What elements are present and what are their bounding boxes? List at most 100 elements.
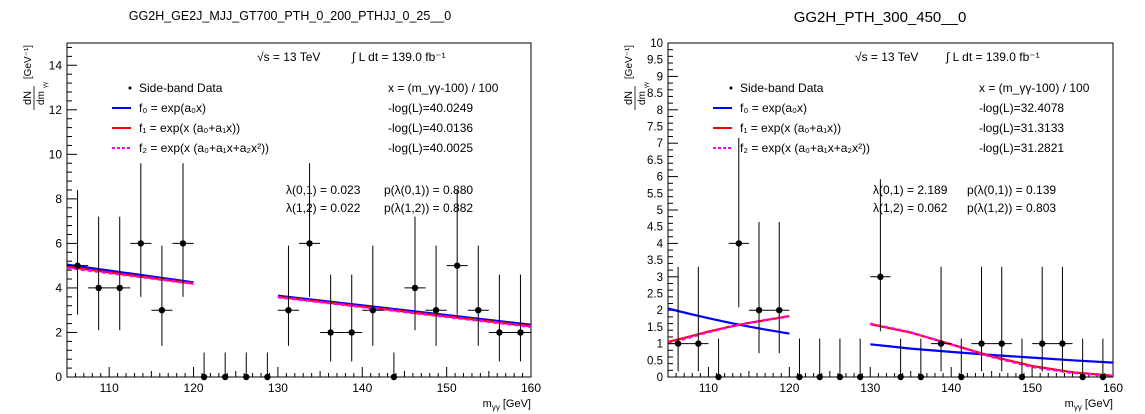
data-point [453,262,461,269]
y-tick-label: 5 [657,205,663,217]
energy-label: √s = 13 TeV [855,50,918,64]
y-tick-label: 2 [657,305,663,317]
data-point [897,373,904,381]
legend-nll: -log(L)=31.2821 [979,141,1064,155]
data-point [695,340,702,347]
fit-curve-f0-segment-0 [66,263,194,284]
data-point [816,373,823,381]
y-tick-label: 9 [657,71,663,83]
y-tick-label: 8 [657,105,663,117]
y-tick-label: 8.5 [647,88,663,100]
data-point [327,329,334,336]
legend-nll: -log(L)=32.4078 [979,101,1064,115]
data-point [95,284,102,292]
fit-curve-f1-segment-0 [667,315,790,343]
y-tick-label: 6 [55,236,62,250]
fit-curve-f2-segment-0 [66,266,194,285]
y-tick-label: 1.5 [647,322,663,334]
legend-nll: -log(L)=40.0025 [388,141,473,155]
data-point [390,373,398,381]
y-tick-label: 12 [49,103,63,117]
legend-nll: x = (m_γγ-100) / 100 [388,81,499,95]
legend-label: f₀ = exp(a₀x) [139,101,206,115]
data-point [137,240,145,247]
data-point [496,329,503,336]
legend-label: f₀ = exp(a₀x) [740,101,807,115]
data-point [243,373,250,381]
data-point [674,340,682,347]
data-point [432,307,440,314]
data-point [958,373,965,381]
energy-label: √s = 13 TeV [257,50,320,64]
data-point [411,284,419,292]
data-point [715,373,722,381]
y-axis-label-unit: [GeV⁻¹] [23,45,34,79]
chart-0: GG2H_GE2J_MJJ_GT700_PTH_0_200_PTHJJ_0_25… [22,9,541,412]
fit-curve-f0-segment-0 [667,307,790,335]
x-tick-label: 160 [1103,381,1123,395]
data-point [796,373,803,381]
data-point [1059,340,1066,347]
data-point [158,307,166,314]
legend-label: Side-band Data [139,81,223,95]
data-point [1039,340,1046,347]
y-tick-label: 4 [55,281,62,295]
y-tick-label: 14 [49,58,63,72]
y-axis-label-unit: [GeV⁻¹] [624,45,635,79]
data-point [306,240,313,247]
data-point [735,240,742,247]
y-tick-label: 10 [49,147,63,161]
data-point [836,373,844,381]
y-axis-label-subscript: γγ [644,82,650,88]
y-tick-label: 0 [55,370,62,384]
plot-frame [66,42,532,378]
fit-curve-f0-segment-1 [277,294,532,326]
data-point [74,262,81,269]
data-point [369,307,377,314]
legend-label: f₂ = exp(x (a₀+a₁x+a₂x²)) [740,141,870,155]
x-axis-label: mγγ [GeV] [1065,398,1113,412]
data-point [475,307,482,314]
stat-lambda: λ(1,2) = 0.062 [873,201,948,215]
y-tick-label: 3.5 [647,255,663,267]
y-axis-label-text: dN [623,91,635,105]
x-axis-label: mγγ [GeV] [483,398,531,412]
y-tick-label: 7 [657,138,663,150]
legend-label: f₂ = exp(x (a₀+a₁x+a₂x²)) [139,141,269,155]
stat-pvalue: p(λ(1,2)) = 0.882 [384,201,473,215]
stat-lambda: λ(0,1) = 2.189 [873,183,948,197]
y-tick-label: 5.5 [647,188,663,200]
fit-curve-f1-segment-1 [870,323,1114,377]
data-point [755,307,763,314]
data-point [978,340,985,347]
data-point [937,340,945,347]
stat-pvalue: p(λ(0,1)) = 0.880 [384,183,473,197]
stat-lambda: λ(1,2) = 0.022 [286,201,361,215]
chart-title: GG2H_PTH_300_450__0 [794,9,967,26]
lumi-label: ∫ L dt = 139.0 fb⁻¹ [945,50,1040,64]
y-tick-label: 6 [657,172,663,184]
x-tick-label: 130 [860,381,880,395]
fit-curve-f2-segment-1 [277,296,532,328]
y-tick-label: 7.5 [647,122,663,134]
legend-label: f₁ = exp(x (a₀+a₁x)) [740,121,841,135]
data-point [776,307,783,314]
y-axis-label-text: dN [22,91,34,105]
x-tick-label: 120 [184,381,204,395]
legend-nll: -log(L)=31.3133 [979,121,1064,135]
x-tick-label: 120 [779,381,799,395]
legend-marker-data [128,86,132,90]
x-tick-label: 110 [100,381,119,395]
data-point [998,340,1005,347]
legend-label: f₁ = exp(x (a₀+a₁x)) [139,121,240,135]
y-axis-label-denominator: dm [637,91,648,105]
legend-label: Side-band Data [740,81,824,95]
data-point [200,373,208,381]
fit-curve-f0-segment-1 [870,343,1114,364]
legend-nll: x = (m_γγ-100) / 100 [979,81,1090,95]
data-point [877,273,884,280]
y-tick-label: 4 [657,238,664,250]
stat-lambda: λ(0,1) = 0.023 [286,183,361,197]
y-tick-label: 6.5 [647,155,663,167]
